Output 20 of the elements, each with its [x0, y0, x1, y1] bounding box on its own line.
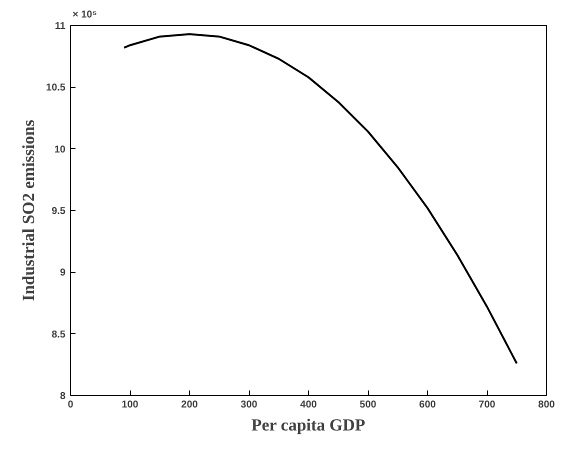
y-tick-label: 10	[54, 144, 66, 156]
text: × 10⁵	[72, 10, 98, 20]
x-tick-label: 300	[240, 400, 258, 410]
y-tick-label: 8	[60, 391, 66, 402]
y-tick-label: 8.5	[52, 329, 66, 340]
x-tick-label: 600	[419, 400, 436, 410]
line-series	[123, 33, 518, 364]
x-tick-label: 700	[478, 400, 496, 410]
y-tick-label: 10.5	[46, 82, 66, 94]
x-tick-label: 400	[300, 400, 318, 410]
x-tick-label: 100	[122, 400, 139, 410]
x-tick-label: 200	[181, 400, 198, 410]
y-tick-label: 11	[54, 21, 66, 32]
y-tick-label: 9	[60, 268, 66, 279]
y-tick-label: 9.5	[52, 206, 66, 217]
y-axis-title: Industrial SO2 emissions	[19, 119, 38, 302]
x-tick-label: 500	[360, 400, 377, 410]
x-axis-title: Per capita GDP	[251, 416, 366, 434]
x-tick-label: 800	[538, 400, 556, 410]
x-tick-label: 0	[68, 400, 74, 410]
